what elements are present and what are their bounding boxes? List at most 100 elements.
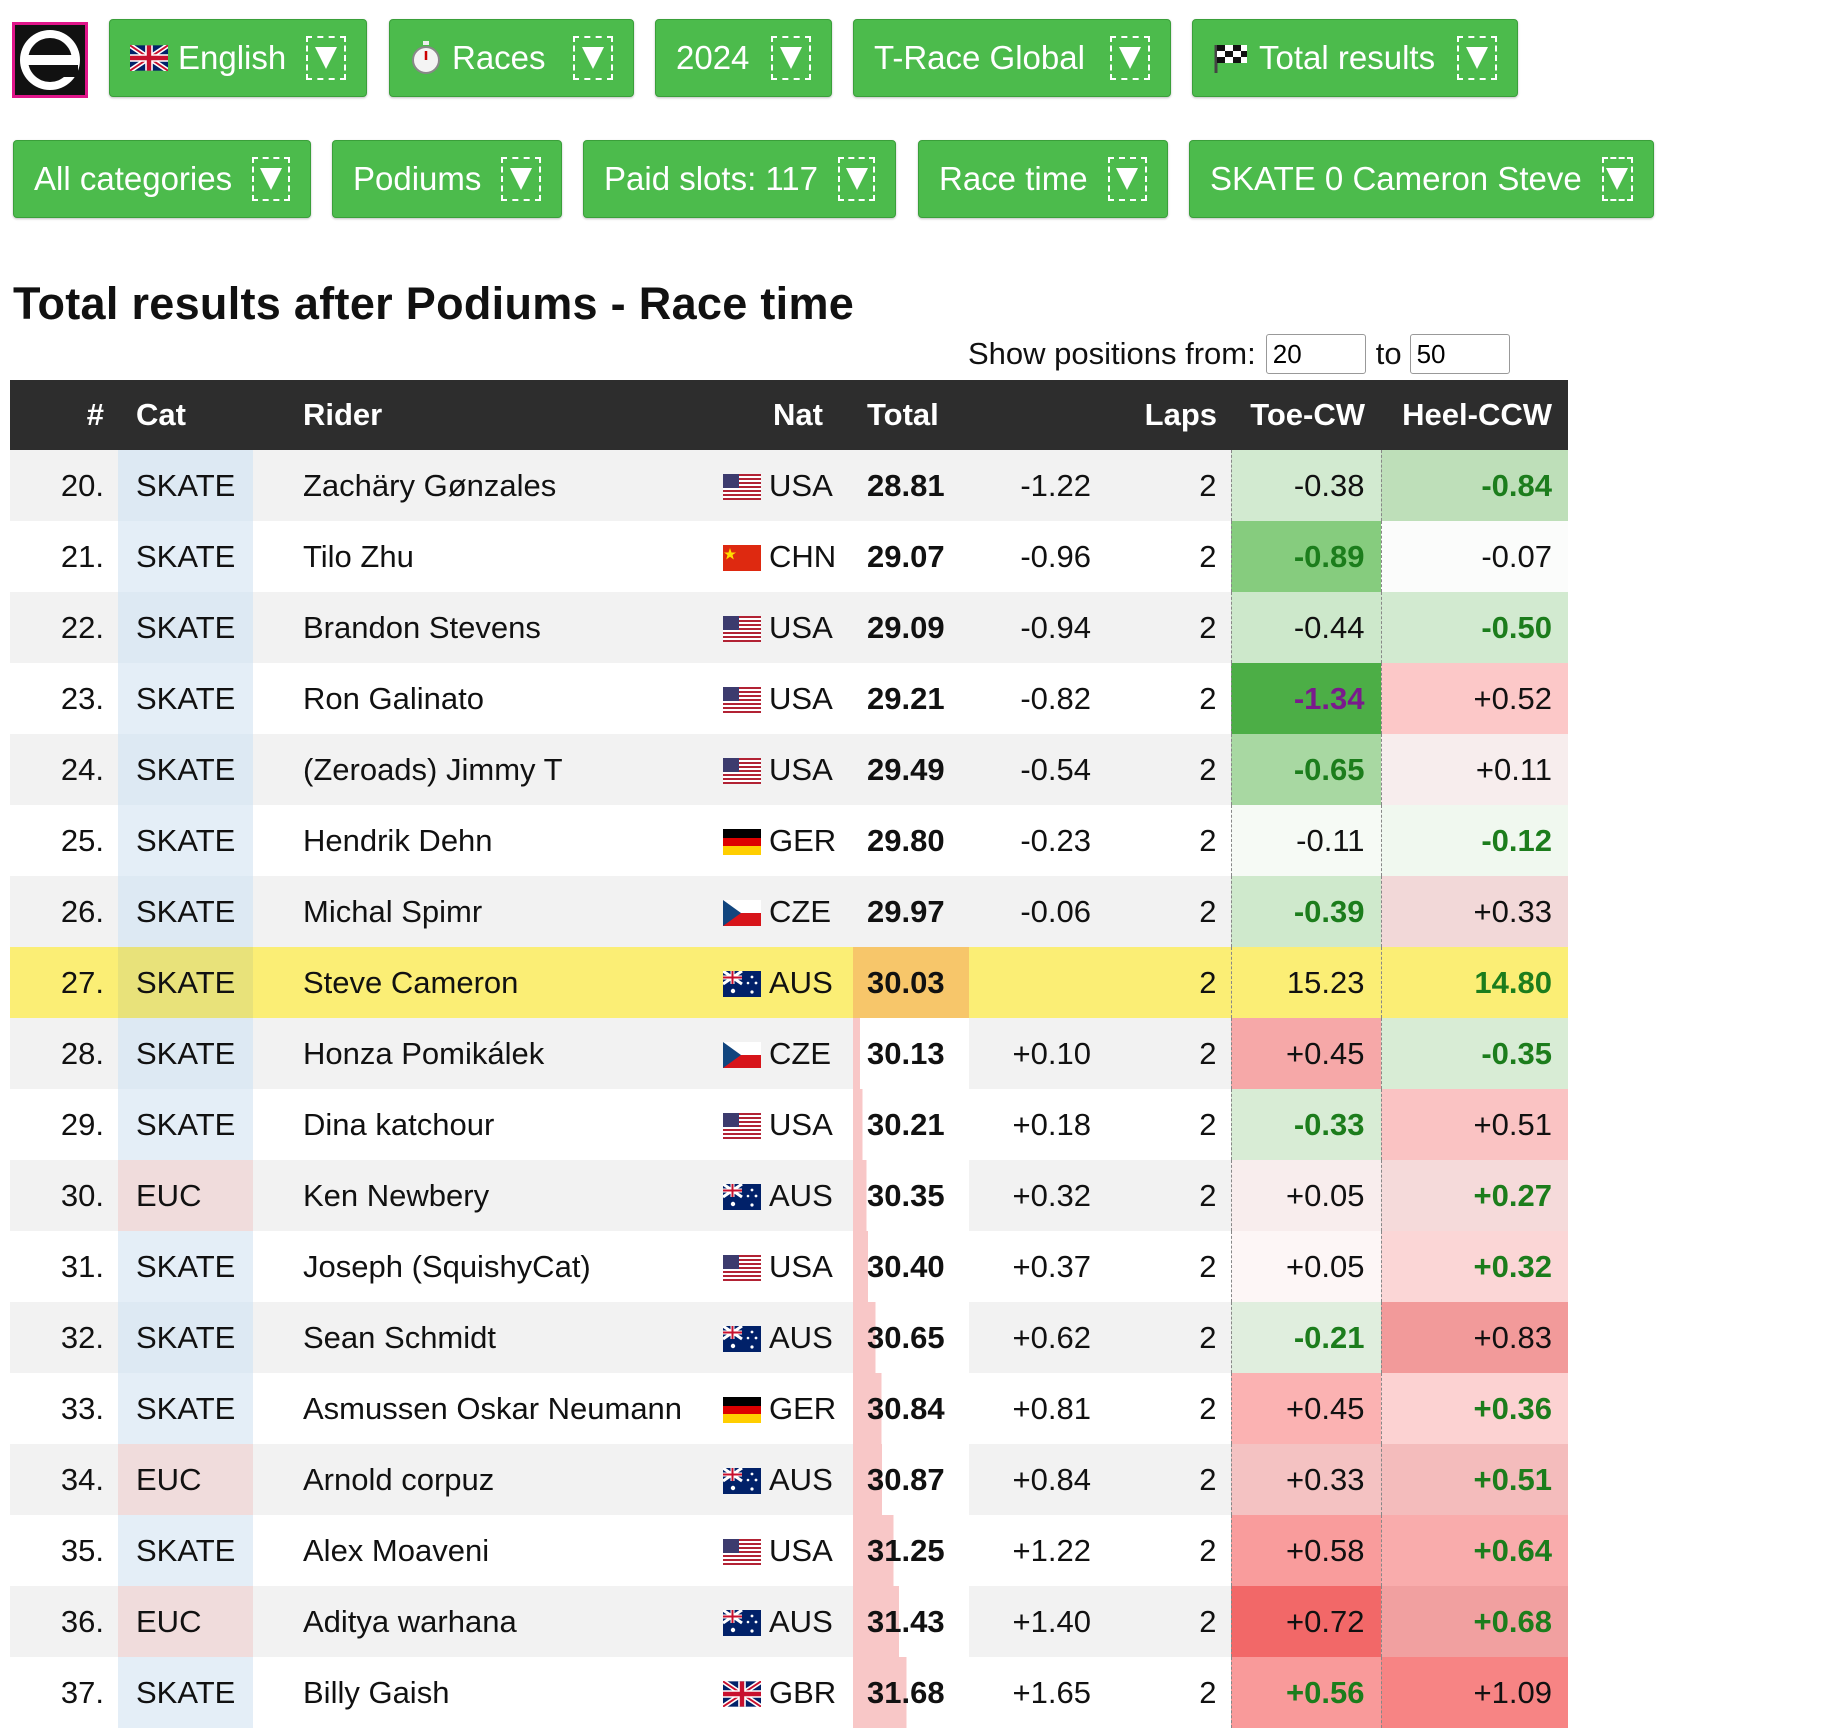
heel-ccw-split: +0.27 bbox=[1380, 1160, 1568, 1231]
nationality-code: AUS bbox=[769, 1603, 833, 1639]
year-label: 2024 bbox=[676, 39, 750, 76]
chevron-down-icon bbox=[573, 36, 613, 80]
category-cell: SKATE bbox=[118, 805, 253, 876]
rider-name[interactable]: Joseph (SquishyCat) bbox=[253, 1231, 703, 1302]
laps-cell: 2 bbox=[1109, 1586, 1231, 1657]
category-label: All categories bbox=[34, 160, 233, 197]
nationality-cell: AUS bbox=[703, 947, 853, 1018]
paid-slots-select[interactable]: Paid slots: 117 bbox=[583, 140, 896, 218]
table-row[interactable]: 28. SKATE Honza Pomikálek CZE 30.13 +0.10 2 +0.… bbox=[10, 1018, 1568, 1089]
total-time: 30.84 bbox=[853, 1373, 969, 1444]
time-type-select[interactable]: Race time bbox=[918, 140, 1168, 218]
position-range-label: Show positions from: bbox=[968, 336, 1256, 371]
nationality-code: CZE bbox=[769, 1035, 831, 1071]
year-select[interactable]: 2024 bbox=[655, 19, 832, 97]
podiums-select[interactable]: Podiums bbox=[332, 140, 562, 218]
event-select[interactable]: T-Race Global bbox=[853, 19, 1171, 97]
rider-name[interactable]: Arnold corpuz bbox=[253, 1444, 703, 1515]
total-time: 29.21 bbox=[853, 663, 969, 734]
time-diff: +1.40 bbox=[969, 1586, 1109, 1657]
table-row[interactable]: 27. SKATE Steve Cameron AUS 30.03 2 15.23 14.80 bbox=[10, 947, 1568, 1018]
rider-name[interactable]: Hendrik Dehn bbox=[253, 805, 703, 876]
rider-name[interactable]: Ron Galinato bbox=[253, 663, 703, 734]
rider-name[interactable]: Honza Pomikálek bbox=[253, 1018, 703, 1089]
toe-cw-split: +0.45 bbox=[1230, 1018, 1381, 1089]
toe-cw-split: -0.21 bbox=[1230, 1302, 1381, 1373]
table-row[interactable]: 22. SKATE Brandon Stevens USA 29.09 -0.94 2 -0.… bbox=[10, 592, 1568, 663]
chevron-down-icon bbox=[1107, 157, 1147, 201]
rider-name[interactable]: Sean Schmidt bbox=[253, 1302, 703, 1373]
rider-name[interactable]: Ken Newbery bbox=[253, 1160, 703, 1231]
table-row[interactable]: 20. SKATE Zachäry Gønzales USA 28.81 -1.22 2 -0… bbox=[10, 450, 1568, 521]
position-to-input[interactable] bbox=[1409, 334, 1510, 374]
col-cat[interactable]: Cat bbox=[118, 380, 253, 450]
table-row[interactable]: 34. EUC Arnold corpuz AUS 30.87 +0.84 2 +0.33 +0… bbox=[10, 1444, 1568, 1515]
site-logo[interactable] bbox=[12, 22, 88, 98]
language-select[interactable]: English bbox=[109, 19, 367, 97]
rider-name[interactable]: Dina katchour bbox=[253, 1089, 703, 1160]
table-row[interactable]: 29. SKATE Dina katchour USA 30.21 +0.18 2 -0.33… bbox=[10, 1089, 1568, 1160]
usa-flag-icon bbox=[723, 1253, 761, 1281]
laps-cell: 2 bbox=[1109, 947, 1231, 1018]
table-row[interactable]: 36. EUC Aditya warhana AUS 31.43 +1.40 2 +0.72 +… bbox=[10, 1586, 1568, 1657]
nationality-cell: USA bbox=[703, 1515, 853, 1586]
rider-name[interactable]: Tilo Zhu bbox=[253, 521, 703, 592]
aus-flag-icon bbox=[722, 1466, 761, 1494]
table-row[interactable]: 26. SKATE Michal Spimr CZE 29.97 -0.06 2 -0.39 +… bbox=[10, 876, 1568, 947]
total-time: 30.35 bbox=[853, 1160, 969, 1231]
col-rider[interactable]: Rider bbox=[253, 380, 703, 450]
results-type-select[interactable]: Total results bbox=[1192, 19, 1518, 97]
heel-ccw-split: -0.84 bbox=[1380, 450, 1568, 521]
table-row[interactable]: 30. EUC Ken Newbery AUS 30.35 +0.32 2 +0.05 +0.2… bbox=[10, 1160, 1568, 1231]
cze-flag-icon bbox=[723, 1040, 761, 1068]
laps-cell: 2 bbox=[1109, 1373, 1231, 1444]
nationality-code: USA bbox=[769, 609, 833, 645]
nationality-cell: CZE bbox=[703, 1018, 853, 1089]
position-from-input[interactable] bbox=[1265, 334, 1366, 374]
table-row[interactable]: 37. SKATE Billy Gaish GBR 31.68 +1.65 2 +0.56 +1… bbox=[10, 1657, 1568, 1728]
col-total[interactable]: Total bbox=[853, 380, 969, 450]
col-toe-cw[interactable]: Toe-CW bbox=[1231, 380, 1381, 450]
toe-cw-split: +0.05 bbox=[1230, 1160, 1381, 1231]
rider-name[interactable]: (Zeroads) Jimmy T bbox=[253, 734, 703, 805]
col-nat[interactable]: Nat bbox=[703, 380, 853, 450]
col-laps[interactable]: Laps bbox=[1109, 380, 1231, 450]
table-row[interactable]: 33. SKATE Asmussen Oskar Neumann GER 30.84 +0… bbox=[10, 1373, 1568, 1444]
nationality-code: AUS bbox=[769, 964, 833, 1000]
position-cell: 34. bbox=[10, 1444, 118, 1515]
position-cell: 30. bbox=[10, 1160, 118, 1231]
table-row[interactable]: 31. SKATE Joseph (SquishyCat) USA 30.40 +0.37… bbox=[10, 1231, 1568, 1302]
rider-name[interactable]: Alex Moaveni bbox=[253, 1515, 703, 1586]
rider-name[interactable]: Asmussen Oskar Neumann bbox=[253, 1373, 703, 1444]
col-pos[interactable]: # bbox=[10, 380, 118, 450]
races-select[interactable]: Races bbox=[389, 19, 634, 97]
position-cell: 20. bbox=[10, 450, 118, 521]
time-diff: -0.96 bbox=[969, 521, 1109, 592]
rider-name[interactable]: Steve Cameron bbox=[253, 947, 703, 1018]
table-row[interactable]: 23. SKATE Ron Galinato USA 29.21 -0.82 2 -1.34 +… bbox=[10, 663, 1568, 734]
time-diff bbox=[969, 947, 1109, 1018]
toe-cw-split: -0.39 bbox=[1230, 876, 1381, 947]
laps-cell: 2 bbox=[1109, 876, 1231, 947]
rider-name[interactable]: Zachäry Gønzales bbox=[253, 450, 703, 521]
nationality-cell: GER bbox=[703, 1373, 853, 1444]
rider-name[interactable]: Billy Gaish bbox=[253, 1657, 703, 1728]
table-row[interactable]: 24. SKATE (Zeroads) Jimmy T USA 29.49 -0.54 2-… bbox=[10, 734, 1568, 805]
nationality-code: AUS bbox=[769, 1461, 833, 1497]
rider-select[interactable]: SKATE 0 Cameron Steve bbox=[1189, 140, 1654, 218]
table-row[interactable]: 32. SKATE Sean Schmidt AUS 30.65 +0.62 2 -0.21 +… bbox=[10, 1302, 1568, 1373]
laps-cell: 2 bbox=[1109, 1089, 1231, 1160]
table-row[interactable]: 25. SKATE Hendrik Dehn GER 29.80 -0.23 2 -0.11-… bbox=[10, 805, 1568, 876]
checkered-flag-icon bbox=[1213, 43, 1249, 73]
rider-name[interactable]: Michal Spimr bbox=[253, 876, 703, 947]
table-row[interactable]: 21. SKATE Tilo Zhu CHN 29.07 -0.96 2 -0.89 -0.07 bbox=[10, 521, 1568, 592]
category-select[interactable]: All categories bbox=[13, 140, 311, 218]
toe-cw-split: -0.89 bbox=[1230, 521, 1381, 592]
table-row[interactable]: 35. SKATE Alex Moaveni USA 31.25 +1.22 2 +0.58 +… bbox=[10, 1515, 1568, 1586]
position-cell: 21. bbox=[10, 521, 118, 592]
rider-name[interactable]: Aditya warhana bbox=[253, 1586, 703, 1657]
total-time: 28.81 bbox=[853, 450, 969, 521]
total-time: 29.07 bbox=[853, 521, 969, 592]
col-heel-ccw[interactable]: Heel-CCW bbox=[1381, 380, 1568, 450]
rider-name[interactable]: Brandon Stevens bbox=[253, 592, 703, 663]
